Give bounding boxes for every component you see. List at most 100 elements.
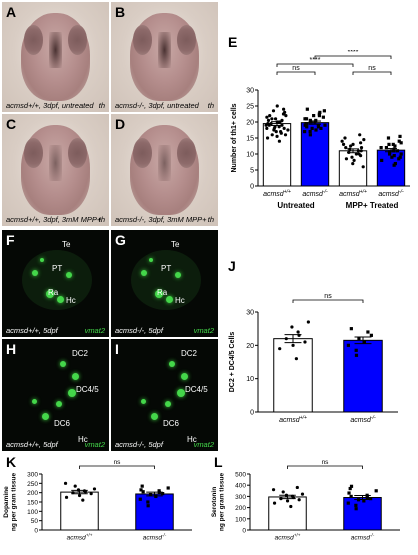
- data-point: [283, 133, 288, 137]
- panel-letter-k: K: [6, 454, 17, 470]
- data-point: [380, 158, 384, 162]
- panel-letter: G: [115, 232, 126, 248]
- data-point: [390, 155, 394, 159]
- neuron-cluster: [141, 399, 146, 404]
- data-point: [285, 499, 290, 503]
- chart-l: 0 100 200 300 400 500 Serotonin ng per gram tis…: [210, 456, 418, 550]
- y-axis-label: Dopamine: [3, 486, 10, 518]
- data-point: [282, 126, 286, 130]
- panel-letter: A: [6, 4, 17, 20]
- neuron-cluster: [42, 413, 49, 420]
- neuron-cluster: [40, 258, 44, 262]
- data-point: [348, 486, 352, 491]
- data-point: [273, 117, 278, 121]
- y-tick-label: 10: [246, 376, 254, 383]
- significance-bracket: [287, 465, 363, 469]
- significance-label: ****: [348, 50, 359, 56]
- significance-bracket: [292, 299, 364, 303]
- data-point: [340, 139, 344, 143]
- data-point: [306, 320, 310, 324]
- data-point: [314, 128, 318, 132]
- region-hc: Hc: [78, 435, 88, 444]
- data-point: [323, 123, 327, 127]
- data-point: [344, 146, 348, 150]
- significance-label: ns: [324, 293, 332, 300]
- panel-caption: acmsd+/+, 3dpf, 3mM MPP+: [6, 215, 102, 224]
- significance-label: ns: [114, 459, 122, 466]
- x-tick-label: acmsd-/-: [302, 189, 328, 198]
- neuron-cluster: [46, 290, 54, 298]
- significance-label: ns: [368, 65, 376, 72]
- panel-i: I DC2 DC4/5 DC6 Hc acmsd-/-, 5dpf vmat2: [111, 339, 218, 451]
- data-point: [347, 491, 351, 495]
- region-te: Te: [171, 240, 180, 249]
- data-point: [73, 484, 77, 488]
- neuron-cluster: [57, 296, 64, 303]
- data-point: [362, 499, 366, 503]
- neuron-cluster: [66, 272, 72, 278]
- data-point: [154, 494, 158, 498]
- panel-g: G Te PT Ra Hc acmsd-/-, 5dpf vmat2: [111, 230, 218, 337]
- y-tick-label: 200: [235, 505, 246, 512]
- stain-label: th: [207, 101, 214, 110]
- neuron-cluster: [60, 361, 66, 367]
- data-point: [303, 130, 307, 134]
- data-point: [352, 158, 356, 162]
- data-point: [341, 142, 346, 146]
- data-point: [295, 485, 299, 490]
- data-point: [357, 337, 361, 341]
- neuron-cluster: [32, 270, 38, 276]
- panel-caption: acmsd-/-, 3dpf, 3mM MPP+: [115, 215, 207, 224]
- y-axis-label: Number of th1+ cells: [231, 103, 238, 172]
- data-point: [294, 357, 298, 361]
- larva-head: [21, 13, 90, 101]
- data-point: [138, 497, 142, 501]
- data-point: [308, 130, 312, 134]
- panel-letter: C: [6, 116, 17, 132]
- data-point: [290, 325, 294, 329]
- data-point: [289, 504, 293, 509]
- data-point: [369, 497, 373, 501]
- stained-neurons: [157, 32, 172, 68]
- bar: [273, 338, 313, 413]
- larva-head: [130, 125, 199, 215]
- panel-d: D acmsd-/-, 3dpf, 3mM MPP+ th: [111, 114, 218, 226]
- chart-k-svg: 0 50 100 150 200 250 300 Dopamine ng per gram ti…: [3, 459, 192, 542]
- bar: [135, 493, 174, 531]
- chart-k: 0 50 100 150 200 250 300 Dopamine ng per gram ti…: [2, 456, 212, 550]
- panel-caption: acmsd-/-, 3dpf, untreated: [115, 101, 199, 110]
- y-tick-label: 25: [246, 104, 254, 111]
- x-tick-label: acmsd-/-: [143, 533, 167, 542]
- panel-b: B acmsd-/-, 3dpf, untreated th: [111, 2, 218, 112]
- y-tick-label: 500: [235, 472, 246, 479]
- data-point: [310, 126, 314, 130]
- y-tick-label: 0: [242, 528, 246, 535]
- panel-letter-j: J: [228, 258, 236, 274]
- data-point: [393, 162, 397, 166]
- data-point: [281, 490, 285, 494]
- bar: [343, 497, 382, 531]
- data-point: [374, 489, 378, 493]
- data-point: [268, 114, 272, 118]
- stain-label: th: [207, 215, 214, 224]
- significance-label: ****: [310, 57, 321, 64]
- neuron-cluster: [155, 290, 163, 298]
- data-point: [354, 507, 358, 511]
- data-point: [316, 123, 320, 127]
- chart-j-svg: 0 10 20 30 DC2 + DC4/5 Cells acmsd+/+ acmsd-/-…: [229, 293, 398, 424]
- data-point: [275, 134, 279, 138]
- significance-bracket: [79, 465, 155, 469]
- data-point: [362, 138, 366, 142]
- y-tick-label: 20: [246, 120, 254, 127]
- data-point: [305, 107, 309, 111]
- y-axis-label: DC2 + DC4/5 Cells: [229, 332, 236, 393]
- data-point: [291, 343, 295, 347]
- data-point: [139, 488, 143, 492]
- data-point: [362, 340, 366, 344]
- region-dc45: DC4/5: [76, 385, 99, 394]
- larva-head: [21, 125, 90, 215]
- neuron-cluster: [175, 272, 181, 278]
- data-point: [141, 490, 145, 494]
- data-point: [349, 327, 353, 331]
- panel-letter: H: [6, 341, 17, 357]
